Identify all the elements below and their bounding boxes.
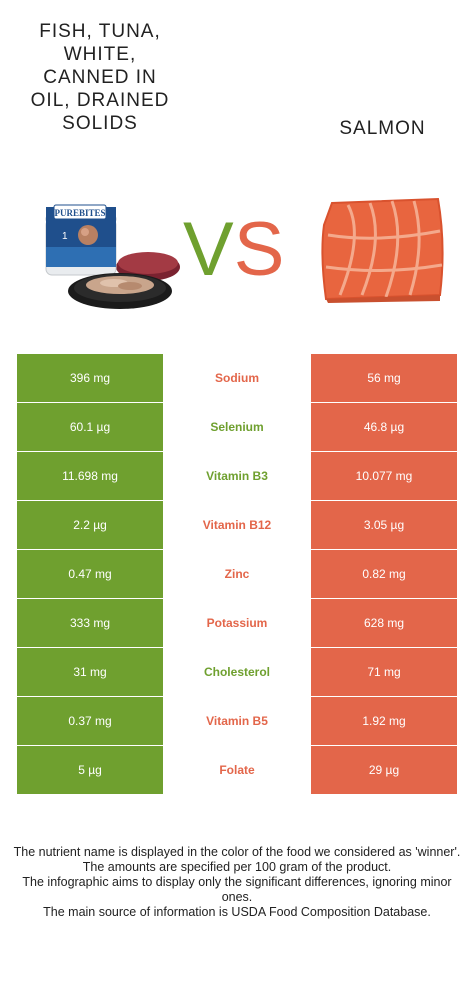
table-row: 0.47 mg Zinc 0.82 mg — [17, 549, 457, 599]
footer-line-1: The nutrient name is displayed in the co… — [13, 845, 461, 859]
right-value: 29 µg — [311, 745, 457, 795]
left-value: 0.37 mg — [17, 696, 163, 746]
left-value: 5 µg — [17, 745, 163, 795]
nutrient-name: Vitamin B5 — [163, 696, 311, 746]
nutrient-name: Zinc — [163, 549, 311, 599]
package-number: 1 — [62, 231, 68, 242]
right-food-title: SALMON — [339, 118, 426, 139]
nutrient-name: Folate — [163, 745, 311, 795]
table-row: 31 mg Cholesterol 71 mg — [17, 647, 457, 697]
left-food-title: FISH, TUNA, WHITE, CANNED IN OIL, DRAINE… — [30, 21, 170, 134]
left-value: 2.2 µg — [17, 500, 163, 550]
footer-line-3: The infographic aims to display only the… — [22, 875, 452, 904]
left-value: 31 mg — [17, 647, 163, 697]
nutrient-name: Vitamin B3 — [163, 451, 311, 501]
table-row: 2.2 µg Vitamin B12 3.05 µg — [17, 500, 457, 550]
left-value: 0.47 mg — [17, 549, 163, 599]
table-row: 11.698 mg Vitamin B3 10.077 mg — [17, 451, 457, 501]
right-value: 1.92 mg — [311, 696, 457, 746]
table-row: 0.37 mg Vitamin B5 1.92 mg — [17, 696, 457, 746]
vs-label: VS — [183, 205, 293, 295]
table-row: 5 µg Folate 29 µg — [17, 745, 457, 795]
right-value: 628 mg — [311, 598, 457, 648]
right-value: 71 mg — [311, 647, 457, 697]
nutrient-name: Selenium — [163, 402, 311, 452]
left-value: 60.1 µg — [17, 402, 163, 452]
right-value: 10.077 mg — [311, 451, 457, 501]
nutrient-name: Vitamin B12 — [163, 500, 311, 550]
nutrient-name: Cholesterol — [163, 647, 311, 697]
right-value: 3.05 µg — [311, 500, 457, 550]
footer-line-4: The main source of information is USDA F… — [43, 905, 431, 919]
left-value: 333 mg — [17, 598, 163, 648]
vs-s: S — [233, 207, 285, 292]
right-value: 56 mg — [311, 354, 457, 403]
table-row: 396 mg Sodium 56 mg — [17, 354, 457, 403]
right-value: 46.8 µg — [311, 402, 457, 452]
comparison-table: 396 mg Sodium 56 mg 60.1 µg Selenium 46.8 µg 1… — [17, 354, 457, 795]
nutrient-name: Sodium — [163, 354, 311, 403]
vs-v: V — [183, 207, 234, 292]
footer-line-2: The amounts are specified per 100 gram o… — [82, 860, 392, 874]
nutrient-name: Potassium — [163, 598, 311, 648]
package-brand: PUREBITES — [54, 208, 105, 218]
left-value: 11.698 mg — [17, 451, 163, 501]
tuna-can-image: PUREBITES 1 — [40, 185, 180, 315]
right-value: 0.82 mg — [311, 549, 457, 599]
table-row: 333 mg Potassium 628 mg — [17, 598, 457, 648]
footer-notes: The nutrient name is displayed in the co… — [10, 845, 464, 920]
table-row: 60.1 µg Selenium 46.8 µg — [17, 402, 457, 452]
left-value: 396 mg — [17, 354, 163, 403]
salmon-image — [318, 195, 446, 305]
